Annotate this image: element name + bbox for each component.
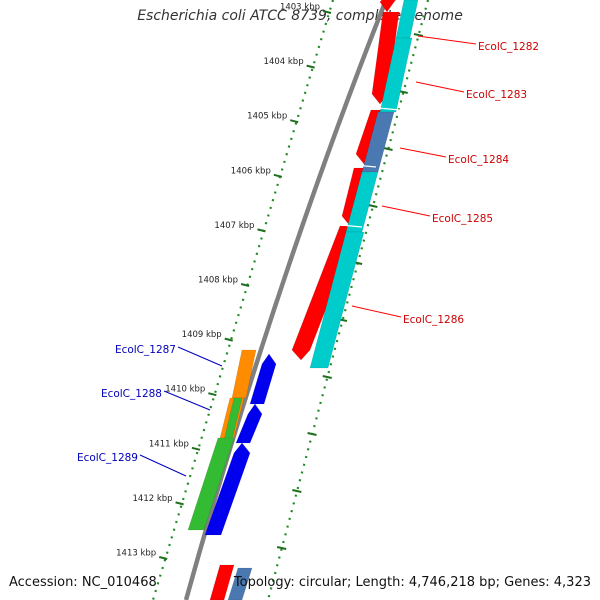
gene-block-steelblue <box>227 567 253 600</box>
dotted-guides <box>151 0 430 600</box>
outer-tick <box>383 147 393 151</box>
tick-label: 1408 kbp <box>198 276 238 286</box>
gene-block-blue <box>204 442 251 536</box>
gene-label-leader <box>415 81 465 93</box>
gene-boundary <box>367 106 401 111</box>
gene-block-red <box>209 564 235 600</box>
coordinate-tick <box>224 337 233 342</box>
gene-label-reverse: EcolC_1289 <box>77 452 138 464</box>
tick-label: 1412 kbp <box>133 494 173 504</box>
outer-tick <box>292 489 302 493</box>
tick-label: 1406 kbp <box>231 166 271 176</box>
outer-tick <box>413 33 424 37</box>
outer-tick <box>307 432 317 436</box>
coordinate-tick <box>273 173 283 178</box>
gene-label-leader <box>351 305 402 318</box>
gene-label-leaders <box>139 35 477 477</box>
gene-label-forward: EcolC_1282 <box>478 41 539 53</box>
gene-block-cyan <box>309 231 365 369</box>
outer-tick <box>276 546 287 550</box>
gene-features <box>187 0 419 600</box>
tick-label: 1409 kbp <box>182 330 222 340</box>
tick-label: 1405 kbp <box>247 112 287 122</box>
gene-block-cyan <box>395 0 419 39</box>
backbone-arc <box>183 0 389 600</box>
gene-boundary <box>329 223 363 228</box>
gene-label-forward: EcolC_1284 <box>448 154 509 166</box>
gene-label-leader <box>163 390 211 411</box>
outer-dotted-guide <box>266 0 430 600</box>
tick-label: 1407 kbp <box>214 221 254 231</box>
coordinate-tick <box>257 228 266 233</box>
tick-label: 1403 kbp <box>280 3 320 13</box>
gene-label-leader <box>417 35 477 45</box>
coordinate-tick <box>191 446 201 451</box>
gene-block-green <box>187 437 235 531</box>
gene-label-forward: EcolC_1283 <box>466 89 527 101</box>
coordinate-tick <box>289 119 299 124</box>
gene-block-red <box>379 0 397 13</box>
gene-label-forward: EcolC_1286 <box>403 314 464 326</box>
coordinate-tick <box>240 283 250 287</box>
gene-label-reverse: EcolC_1287 <box>115 344 176 356</box>
coordinate-tick <box>158 556 168 560</box>
inner-dotted-guide <box>151 0 335 600</box>
coordinate-tick <box>306 64 315 69</box>
gene-label-leader <box>381 205 431 217</box>
gene-boundary <box>343 163 377 168</box>
gene-block-blue <box>235 403 263 444</box>
gene-block-orange <box>231 349 257 399</box>
gene-label-reverse: EcolC_1288 <box>101 388 162 400</box>
coordinate-tick <box>175 501 184 506</box>
genome-backbone <box>183 0 389 600</box>
tick-label: 1411 kbp <box>149 439 189 449</box>
gene-labels: EcolC_1282 EcolC_1283 EcolC_1284 EcolC_1285… <box>77 41 539 464</box>
topology-text: Topology: circular; Length: 4,746,218 bp… <box>233 575 591 590</box>
outer-tick <box>368 204 378 208</box>
gene-block-blue <box>249 353 277 405</box>
gene-label-leader <box>177 346 223 367</box>
coordinate-ticks: 1403 kbp 1404 kbp 1405 kbp 1406 kbp 1407 kbp… <box>116 3 424 560</box>
gene-label-leader <box>399 147 447 158</box>
outer-tick <box>322 375 332 379</box>
gene-block-cyan <box>379 37 413 113</box>
tick-label: 1404 kbp <box>264 57 304 67</box>
accession-text: Accession: NC_010468 <box>9 575 157 590</box>
gene-label-forward: EcolC_1285 <box>432 213 493 225</box>
tick-label: 1413 kbp <box>116 549 156 559</box>
coordinate-tick <box>208 392 217 397</box>
gene-label-leader <box>139 454 187 477</box>
coordinate-tick <box>322 10 332 14</box>
tick-label: 1410 kbp <box>165 385 205 395</box>
